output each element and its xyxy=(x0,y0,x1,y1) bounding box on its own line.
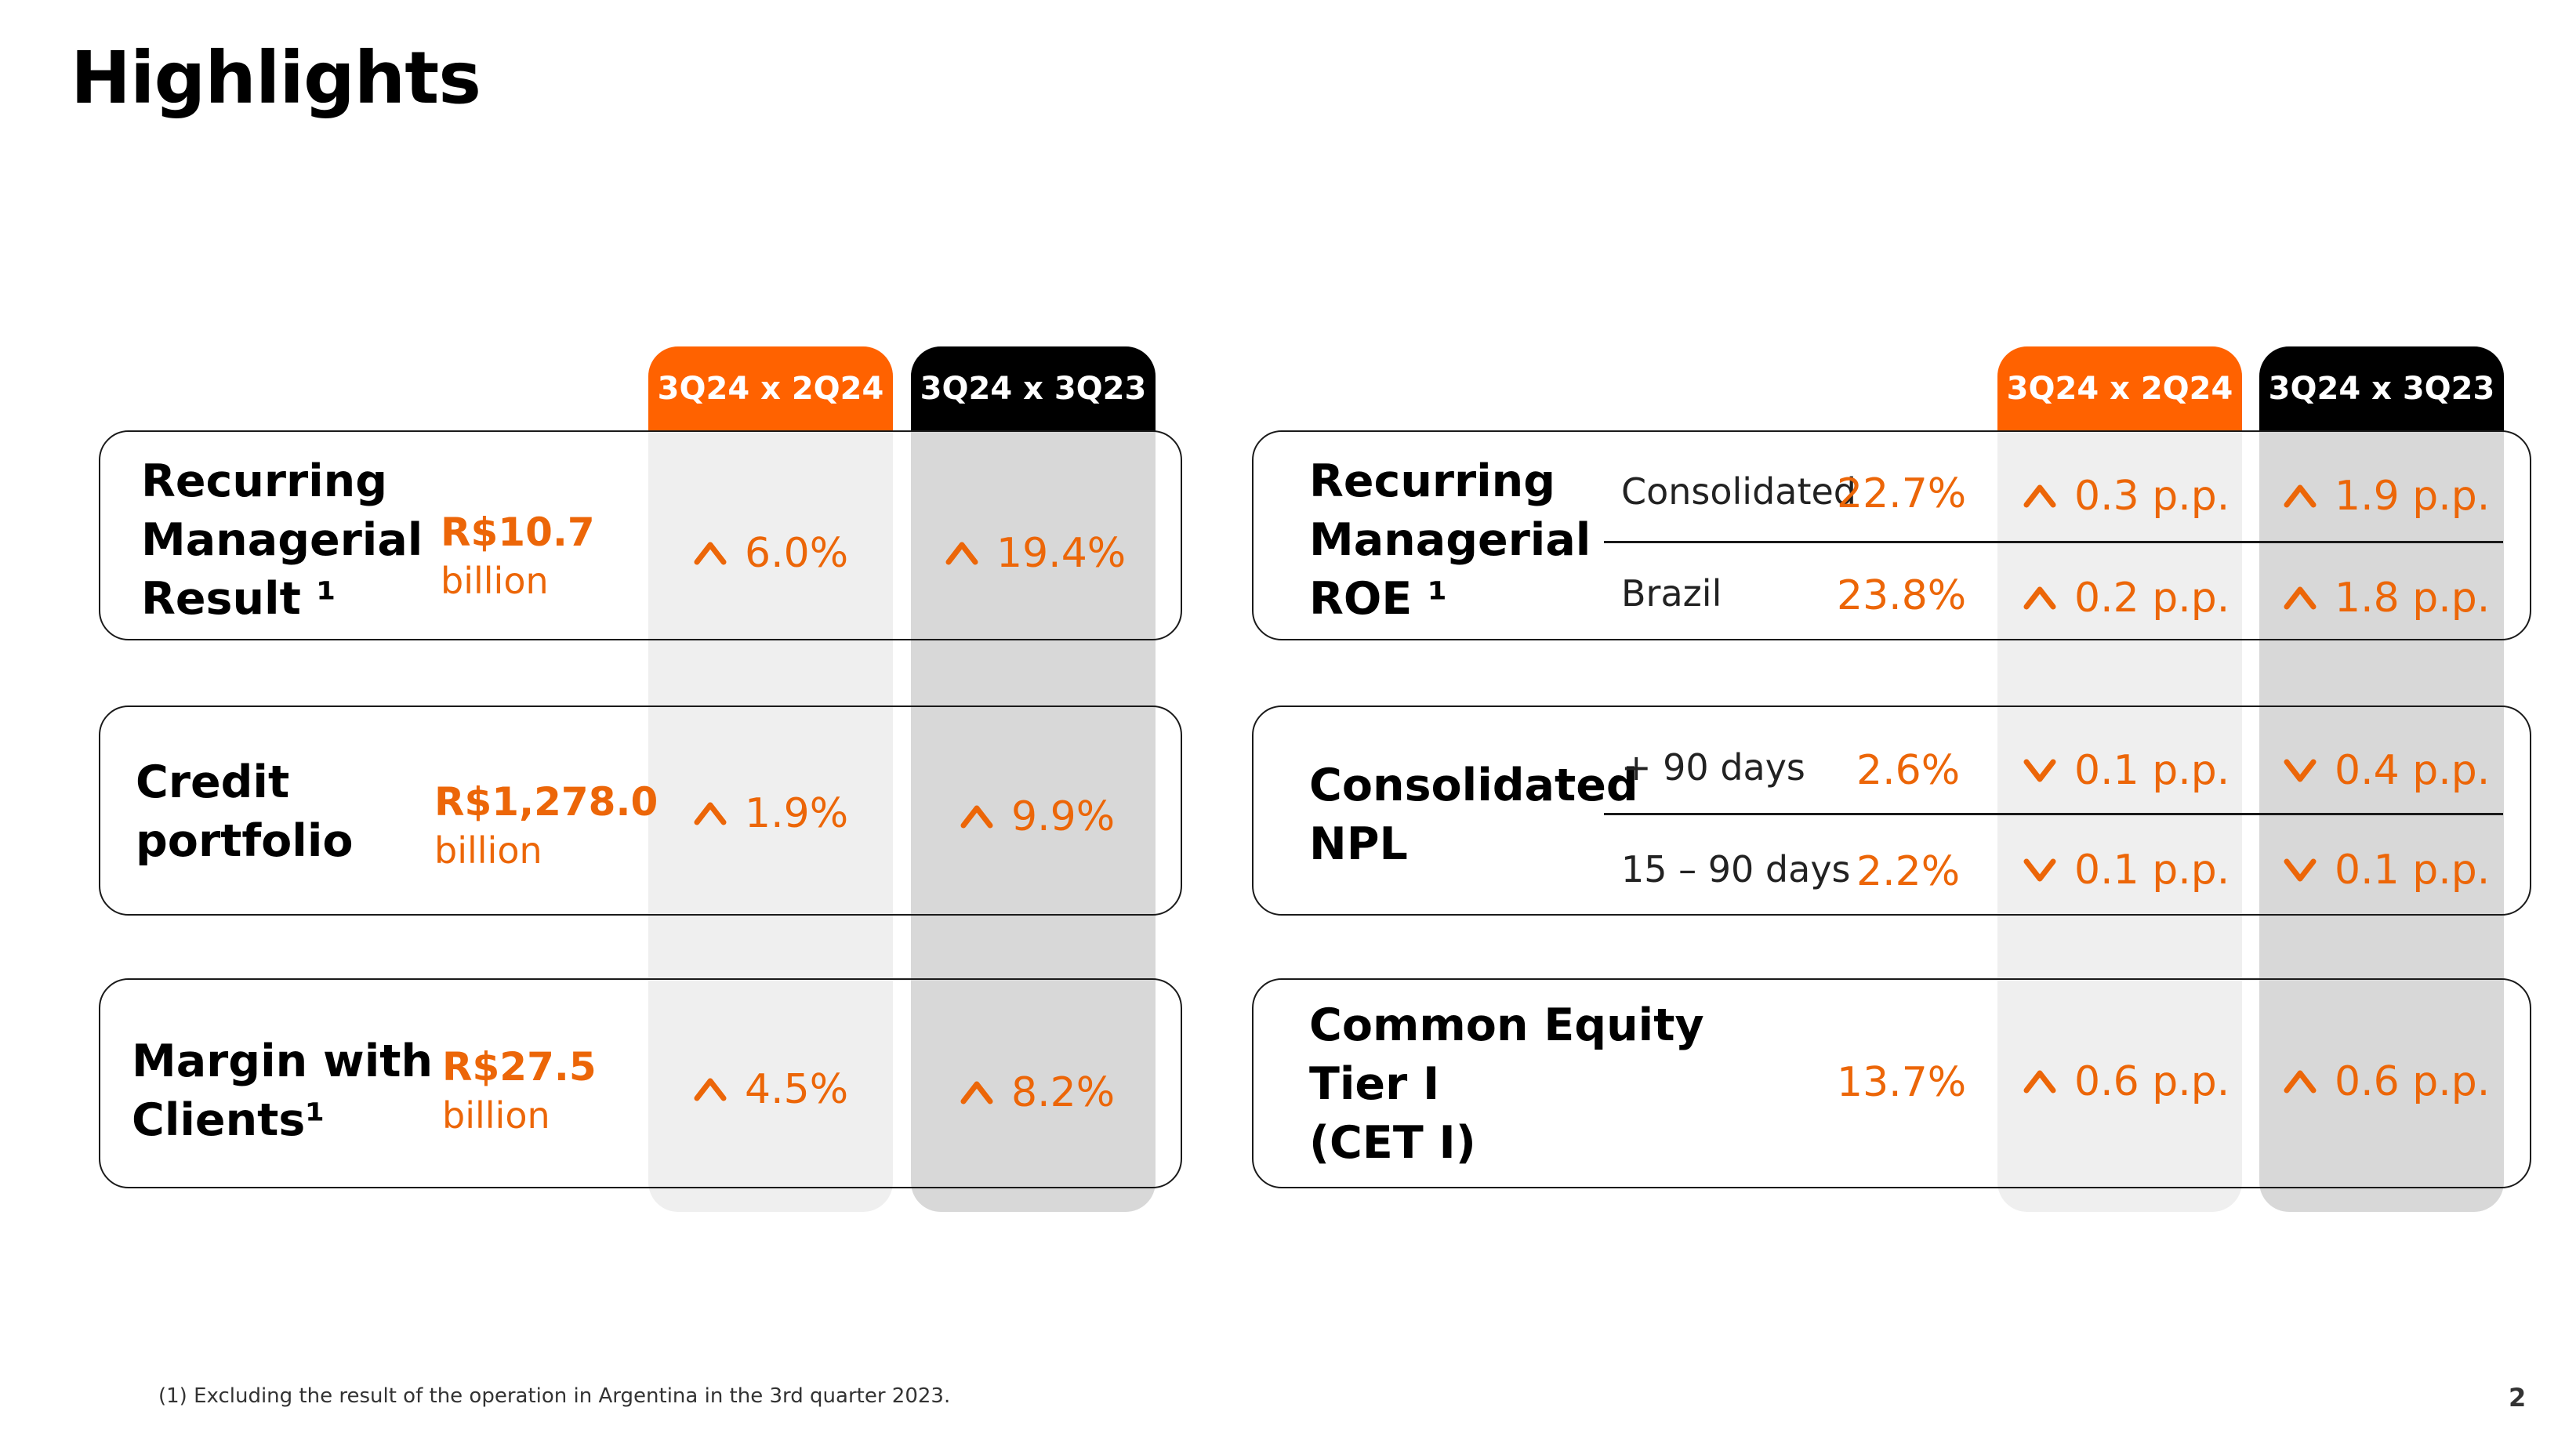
npl-divider xyxy=(1604,813,2503,815)
npl-90-value: 2.6% xyxy=(1856,747,1961,794)
credit-portfolio-qoq: 1.9% xyxy=(693,790,848,837)
roe-consolidated-yoy: 1.9 p.p. xyxy=(2283,473,2490,520)
card-credit-portfolio xyxy=(99,705,1182,916)
card-margin-clients xyxy=(99,978,1182,1188)
roe-consolidated-name: Consolidated xyxy=(1621,470,1857,513)
arrow-up-icon xyxy=(2284,484,2317,508)
left-yoy-header: 3Q24 x 3Q23 xyxy=(911,346,1156,431)
credit-portfolio-amount: R$1,278.0 billion xyxy=(434,779,659,872)
roe-label: Recurring Managerial ROE ¹ xyxy=(1309,455,1591,625)
card-cet1 xyxy=(1252,978,2531,1188)
arrow-up-icon xyxy=(2284,1070,2317,1094)
roe-consolidated-qoq: 0.3 p.p. xyxy=(2023,473,2230,520)
arrow-up-icon xyxy=(2023,586,2056,610)
right-qoq-header: 3Q24 x 2Q24 xyxy=(1997,346,2242,431)
credit-portfolio-yoy: 9.9% xyxy=(960,793,1115,840)
npl-15-90-qoq: 0.1 p.p. xyxy=(2023,847,2230,894)
recurring-result-label: Recurring Managerial Result ¹ xyxy=(141,455,423,625)
npl-15-90-yoy: 0.1 p.p. xyxy=(2283,847,2490,894)
cet1-qoq: 0.6 p.p. xyxy=(2023,1058,2230,1105)
card-npl xyxy=(1252,705,2531,916)
cet1-label: Common Equity Tier I (CET I) xyxy=(1309,999,1704,1169)
arrow-up-icon xyxy=(2284,586,2317,610)
npl-15-90-value: 2.2% xyxy=(1856,848,1961,895)
arrow-up-icon xyxy=(694,1078,727,1101)
arrow-up-icon xyxy=(694,542,727,565)
recurring-result-amount: R$10.7 billion xyxy=(441,510,595,602)
arrow-up-icon xyxy=(960,805,993,829)
roe-divider xyxy=(1604,541,2503,543)
npl-label: Consolidated NPL xyxy=(1309,760,1638,870)
recurring-result-qoq: 6.0% xyxy=(693,530,848,577)
roe-brazil-yoy: 1.8 p.p. xyxy=(2283,575,2490,622)
margin-clients-label: Margin with Clients¹ xyxy=(132,1036,434,1146)
cet1-value: 13.7% xyxy=(1837,1059,1967,1106)
left-qoq-header: 3Q24 x 2Q24 xyxy=(648,346,893,431)
footnote: (1) Excluding the result of the operatio… xyxy=(158,1384,951,1408)
arrow-down-icon xyxy=(2284,759,2317,782)
arrow-down-icon xyxy=(2023,759,2056,782)
roe-consolidated-value: 22.7% xyxy=(1837,470,1967,517)
card-roe xyxy=(1252,430,2531,640)
arrow-up-icon xyxy=(960,1081,993,1104)
npl-90-qoq: 0.1 p.p. xyxy=(2023,747,2230,794)
roe-brazil-name: Brazil xyxy=(1621,572,1722,615)
page-title: Highlights xyxy=(71,36,481,120)
credit-portfolio-label: Credit portfolio xyxy=(136,756,354,867)
roe-brazil-value: 23.8% xyxy=(1837,572,1967,619)
card-recurring-result xyxy=(99,430,1182,640)
arrow-up-icon xyxy=(2023,484,2056,508)
npl-90-name: + 90 days xyxy=(1621,746,1805,789)
npl-90-yoy: 0.4 p.p. xyxy=(2283,747,2490,794)
roe-brazil-qoq: 0.2 p.p. xyxy=(2023,575,2230,622)
page-number: 2 xyxy=(2509,1383,2527,1413)
npl-15-90-name: 15 – 90 days xyxy=(1621,848,1851,890)
left-yoy-column: 3Q24 x 3Q23 xyxy=(911,346,1156,1212)
margin-clients-yoy: 8.2% xyxy=(960,1069,1115,1116)
arrow-down-icon xyxy=(2284,858,2317,882)
arrow-down-icon xyxy=(2023,858,2056,882)
right-yoy-header: 3Q24 x 3Q23 xyxy=(2259,346,2504,431)
margin-clients-amount: R$27.5 billion xyxy=(442,1044,597,1137)
recurring-result-yoy: 19.4% xyxy=(945,530,1126,577)
arrow-up-icon xyxy=(945,542,978,565)
arrow-up-icon xyxy=(2023,1070,2056,1094)
left-qoq-column: 3Q24 x 2Q24 xyxy=(648,346,893,1212)
margin-clients-qoq: 4.5% xyxy=(693,1066,848,1113)
cet1-yoy: 0.6 p.p. xyxy=(2283,1058,2490,1105)
arrow-up-icon xyxy=(694,802,727,825)
